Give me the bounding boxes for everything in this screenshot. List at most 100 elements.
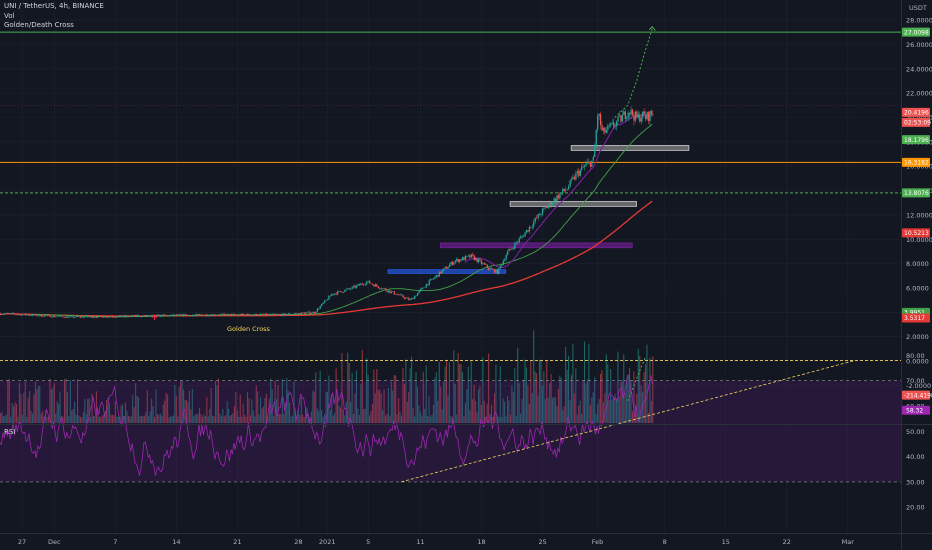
- volume-bar: [293, 381, 295, 423]
- volume-bar: [457, 353, 459, 423]
- volume-bar: [366, 358, 368, 423]
- volume-bar: [171, 416, 173, 423]
- candle-body: [543, 207, 545, 209]
- volume-bar: [445, 359, 448, 423]
- volume-bar: [257, 391, 259, 423]
- volume-bar: [538, 359, 541, 423]
- price-tick-label: 6.0000: [906, 284, 929, 292]
- candle-body: [540, 214, 542, 216]
- time-tick-label: 22: [783, 538, 791, 546]
- volume-bar: [429, 416, 432, 423]
- volume-bar: [517, 347, 519, 423]
- rsi-tick-label: 70.00: [906, 377, 925, 385]
- candle-body: [4, 313, 6, 315]
- volume-bar: [621, 379, 623, 423]
- volume-bar: [422, 371, 424, 423]
- candle-body: [55, 316, 57, 318]
- candle-body: [217, 315, 220, 316]
- volume-bar: [37, 385, 39, 423]
- candle-body: [550, 202, 552, 206]
- candle-body: [329, 295, 332, 297]
- candle-body: [21, 314, 24, 316]
- volume-bar: [456, 414, 458, 423]
- candle-body: [305, 312, 307, 314]
- candle-body: [405, 297, 407, 299]
- candle-body: [445, 267, 448, 269]
- volume-bar: [557, 388, 559, 423]
- volume-bar: [440, 386, 442, 423]
- candle-body: [357, 284, 359, 286]
- candle-body: [113, 316, 115, 318]
- volume-bar: [380, 393, 382, 423]
- volume-bar: [392, 390, 394, 423]
- volume-bars: [0, 330, 654, 423]
- volume-bar: [585, 383, 587, 423]
- candle-body: [583, 165, 586, 168]
- candle-body: [368, 280, 371, 284]
- candle-body: [373, 284, 375, 287]
- candle-body: [339, 290, 342, 292]
- candle-body: [640, 118, 642, 122]
- candle-body: [597, 115, 599, 131]
- price-tag-box: [902, 188, 930, 198]
- candle-body: [162, 314, 165, 317]
- volume-bar: [139, 416, 141, 423]
- volume-bar: [277, 385, 279, 423]
- candle-body: [95, 317, 98, 318]
- candle-body: [461, 257, 464, 261]
- golden-death-cross-indicator-label[interactable]: Golden/Death Cross: [4, 21, 74, 29]
- volume-bar: [113, 415, 115, 423]
- price-tag-label: 16.3182: [904, 160, 929, 167]
- candle-body: [576, 171, 579, 174]
- time-tick-label: 25: [538, 538, 546, 546]
- volume-bar: [566, 369, 568, 423]
- volume-bar: [615, 398, 618, 423]
- candle-body: [509, 248, 512, 250]
- volume-bar: [146, 390, 148, 423]
- volume-bar: [575, 368, 577, 423]
- candle-body: [531, 226, 533, 228]
- volume-bar: [522, 379, 525, 423]
- volume-indicator-label[interactable]: Vol: [4, 12, 15, 20]
- candle-body: [605, 130, 608, 133]
- price-tags: 27.0098 20.4196 02:53:09 18.1796 16.3182 13.8…: [902, 27, 932, 415]
- candle-body: [573, 176, 576, 180]
- candle-body: [502, 260, 504, 265]
- volume-bar: [610, 368, 612, 423]
- volume-bar: [565, 346, 567, 423]
- candle-body: [14, 314, 16, 315]
- volume-bar: [476, 412, 478, 423]
- candle-body: [214, 315, 217, 316]
- volume-bar: [104, 412, 106, 423]
- candle-body: [238, 314, 240, 315]
- price-tick-label: 26.0000: [906, 41, 932, 49]
- candle-body: [534, 217, 536, 222]
- volume-bar: [265, 393, 267, 423]
- volume-bar: [124, 402, 127, 423]
- candle-body: [505, 254, 507, 260]
- volume-bar: [183, 389, 185, 423]
- volume-bar: [376, 369, 378, 423]
- price-tag-label: 3.5317: [904, 315, 925, 322]
- volume-bar: [159, 413, 161, 423]
- volume-bar: [492, 416, 494, 423]
- candle-body: [31, 314, 34, 316]
- volume-bar: [572, 343, 574, 423]
- volume-bar: [296, 417, 298, 423]
- volume-bar: [55, 413, 57, 423]
- volume-bar: [246, 391, 249, 423]
- volume-bar: [461, 371, 464, 423]
- candle-body: [312, 311, 314, 314]
- candle-body: [624, 111, 626, 119]
- volume-bar: [396, 414, 398, 423]
- volume-bar: [509, 414, 511, 423]
- candle-body: [201, 314, 204, 316]
- volume-bar: [425, 365, 427, 423]
- symbol-title[interactable]: UNI / TetherUS, 4h, BINANCE: [4, 2, 104, 10]
- volume-bar: [435, 372, 437, 423]
- candle-body: [447, 267, 449, 269]
- volume-bar: [594, 376, 596, 423]
- volume-bar: [355, 370, 358, 423]
